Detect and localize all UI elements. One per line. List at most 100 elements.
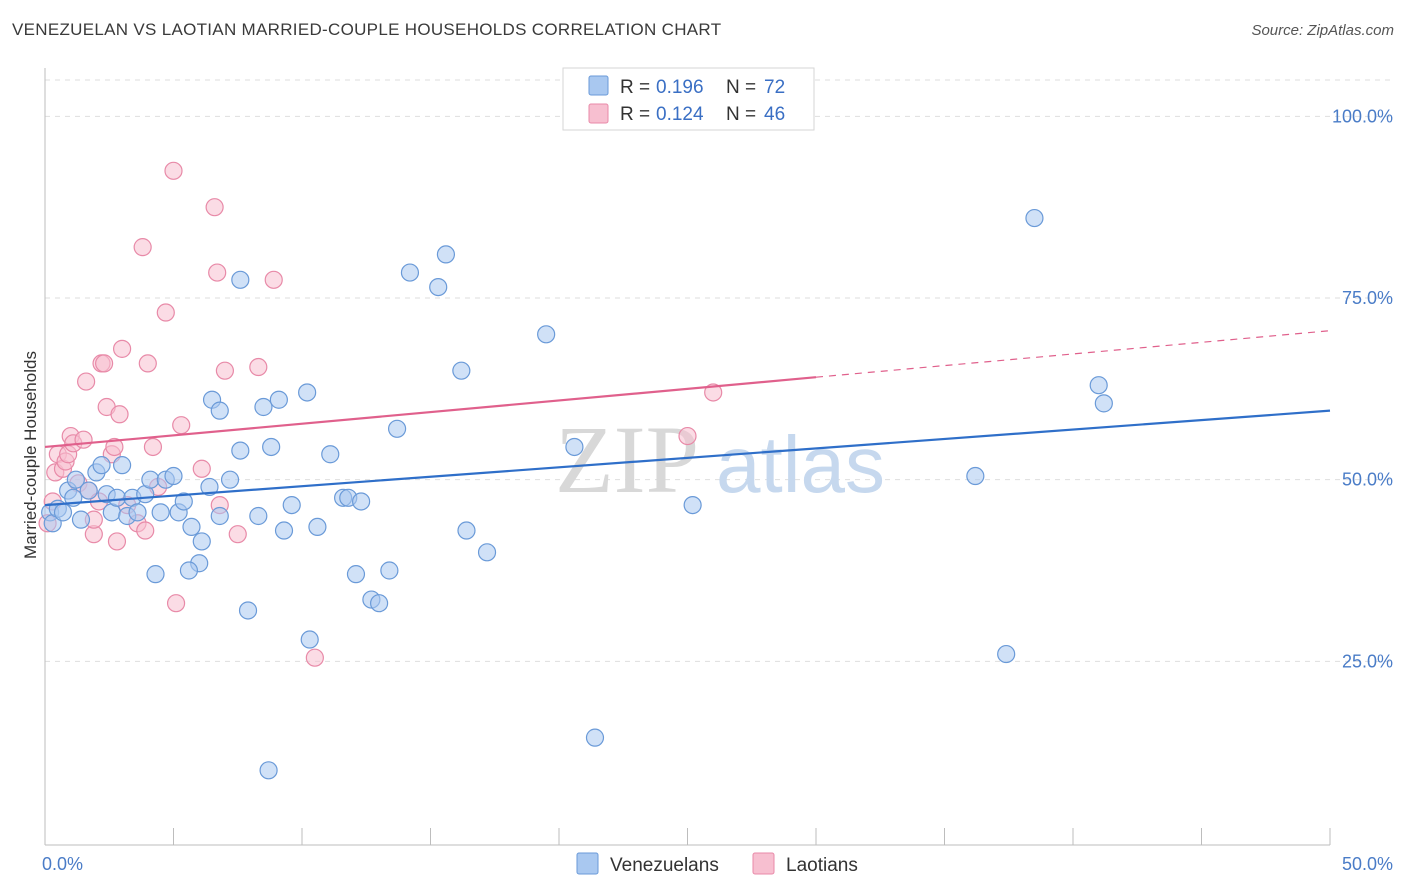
laotians-point (228, 525, 247, 544)
laotians-point (264, 270, 283, 289)
laotians-point (704, 383, 723, 402)
laotians-points (38, 161, 723, 667)
venezuelans-point (537, 325, 556, 344)
y-axis-label: Married-couple Households (21, 351, 40, 559)
venezuelans-point (997, 644, 1016, 664)
venezuelans-point (321, 445, 340, 464)
laotians-point (74, 430, 93, 449)
venezuelans-point (300, 630, 319, 649)
venezuelans-point (400, 263, 420, 282)
legend-n-label-venezuelans: N = (726, 77, 756, 98)
laotians-point (77, 372, 96, 391)
venezuelans-point (565, 437, 584, 457)
watermark: ZIP atlas (555, 406, 885, 513)
watermark-atlas: atlas (716, 420, 885, 509)
venezuelans-point (282, 496, 301, 515)
bottom-legend-venezuelans: Venezuelans (610, 855, 719, 876)
laotians-point (172, 416, 191, 435)
legend-n-value-laotians: 46 (764, 104, 785, 125)
venezuelans-point (370, 594, 389, 613)
laotians-point (215, 361, 234, 380)
venezuelans-point (128, 503, 147, 522)
venezuelans-point (457, 521, 476, 540)
venezuelans-point (585, 728, 605, 747)
laotians-point (143, 437, 163, 457)
legend-r-value-laotians: 0.124 (656, 104, 704, 125)
venezuelans-point (380, 561, 399, 580)
venezuelans-point (683, 496, 702, 515)
tick-labels: 25.0% 50.0% 75.0% 100.0% 0.0% 50.0% (42, 106, 1393, 874)
laotians-trend-line-dashed (815, 330, 1331, 378)
laotians-point (205, 198, 224, 217)
grid-lines (45, 79, 1395, 662)
venezuelans-point (220, 470, 240, 489)
legend-r-label-venezuelans: R = (620, 77, 650, 98)
venezuelans-point (66, 470, 85, 489)
venezuelans-point (966, 466, 985, 486)
laotians-point (138, 354, 157, 373)
venezuelans-point (274, 521, 294, 540)
laotians-point (105, 437, 124, 457)
y-tick-label: 75.0% (1342, 288, 1393, 308)
venezuelans-point (53, 503, 73, 522)
venezuelans-point (1025, 208, 1044, 228)
venezuelans-point (238, 601, 258, 620)
y-tick-label: 100.0% (1332, 106, 1393, 126)
venezuelans-point (107, 488, 127, 507)
venezuelans-point (259, 761, 278, 780)
venezuelans-point (477, 543, 497, 562)
venezuelans-point (141, 470, 160, 489)
venezuelans-point (92, 456, 111, 475)
venezuelans-point (352, 492, 371, 511)
laotians-trend-line (44, 376, 817, 449)
venezuelans-point (79, 481, 98, 500)
venezuelans-point (308, 517, 327, 537)
chart-title: VENEZUELAN VS LAOTIAN MARRIED-COUPLE HOU… (12, 20, 722, 39)
legend-swatch-venezuelans (588, 75, 609, 96)
venezuelans-point (298, 383, 317, 402)
laotians-point (110, 405, 129, 424)
legend-r-value-venezuelans: 0.196 (656, 77, 704, 98)
venezuelans-point (346, 565, 366, 584)
venezuelans-point (179, 561, 199, 580)
venezuelans-point (231, 270, 250, 289)
venezuelans-point (436, 245, 456, 264)
venezuelans-point (182, 517, 201, 537)
laotians-point (95, 354, 114, 373)
venezuelans-point (452, 361, 471, 380)
venezuelans-point (269, 390, 288, 409)
series-legend: Venezuelans Laotians (576, 852, 858, 876)
venezuelans-point (192, 532, 211, 551)
laotians-point (164, 161, 183, 180)
legend-swatch-laotians (588, 103, 609, 124)
laotians-point (678, 426, 697, 446)
venezuelans-point (1094, 394, 1113, 413)
legend-r-label-laotians: R = (620, 104, 650, 125)
venezuelans-point (210, 401, 229, 420)
venezuelans-point (1089, 376, 1108, 395)
venezuelans-point (174, 492, 193, 511)
laotians-point (136, 521, 155, 540)
laotians-point (112, 339, 132, 358)
venezuelans-point (210, 506, 229, 526)
legend-n-label-laotians: N = (726, 104, 756, 125)
axes (44, 68, 1331, 846)
chart-source: Source: ZipAtlas.com (1251, 22, 1394, 39)
bottom-legend-swatch-venezuelans (576, 852, 599, 875)
venezuelans-point (249, 506, 268, 526)
venezuelans-points (41, 208, 1113, 780)
laotians-point (249, 357, 268, 377)
venezuelans-point (387, 419, 407, 438)
venezuelans-point (151, 503, 170, 522)
laotians-point (192, 459, 211, 478)
x-tick-label: 50.0% (1342, 854, 1393, 874)
venezuelans-point (231, 441, 250, 460)
laotians-point (208, 263, 227, 282)
venezuelans-point (164, 466, 183, 486)
laotians-point (305, 648, 324, 667)
laotians-point (107, 532, 127, 551)
venezuelans-trend-line (44, 409, 1331, 507)
correlation-legend: R = 0.196 N = 72 R = 0.124 N = 46 (562, 67, 815, 131)
y-tick-label: 50.0% (1342, 470, 1393, 490)
